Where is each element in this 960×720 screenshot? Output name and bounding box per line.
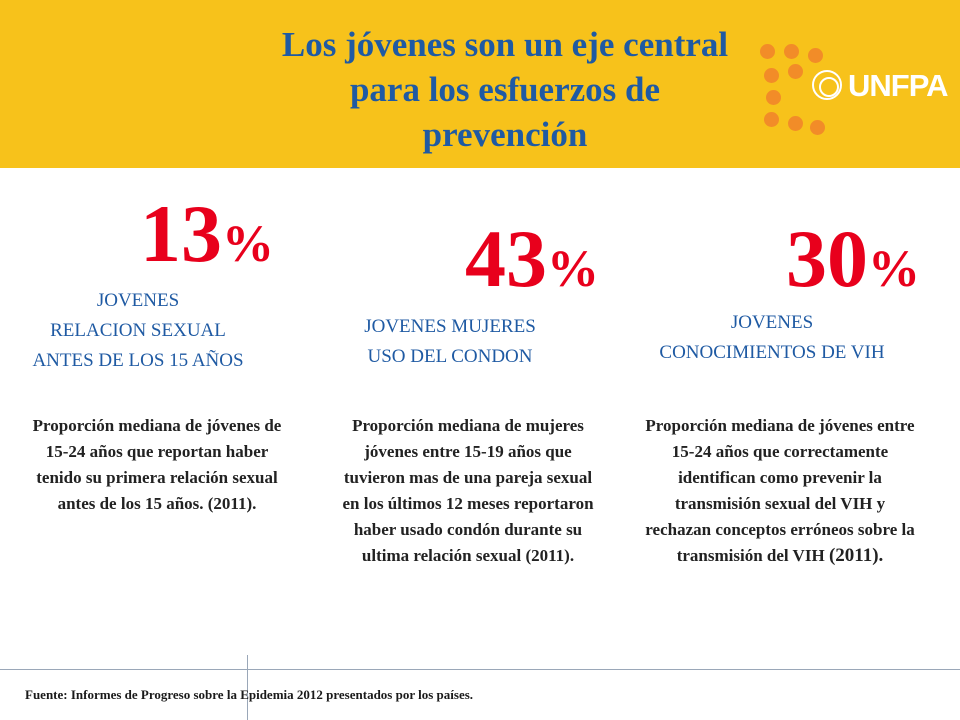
title-line-3: prevención: [422, 115, 588, 154]
footer-vertical-rule: [247, 655, 248, 720]
stat-1-label-line: ANTES DE LOS 15 AÑOS: [32, 350, 244, 371]
stat-3-description-text: Proporción mediana de jóvenes entre 15-2…: [645, 416, 915, 565]
stat-2-label-line: JOVENES MUJERES: [364, 316, 536, 337]
footer-divider: [0, 669, 960, 670]
stat-3-label: JOVENES CONOCIMIENTOS DE VIH: [610, 308, 934, 368]
stat-1-label: JOVENES RELACION SEXUAL ANTES DE LOS 15 …: [0, 286, 276, 376]
stat-3-description-year: (2011).: [828, 545, 884, 566]
stat-3-label-line: JOVENES: [730, 312, 814, 333]
stat-2-value: 43%: [465, 218, 599, 300]
unfpa-logo: UNFPA: [848, 68, 948, 103]
title-line-2: para los esfuerzos de: [349, 70, 661, 109]
title-line-1: Los jóvenes son un eje central: [281, 25, 729, 64]
stat-3-value: 30%: [786, 218, 920, 300]
header-band: [0, 0, 960, 168]
stat-1-description: Proporción mediana de jóvenes de 15-24 a…: [32, 416, 282, 513]
stat-2-description: Proporción mediana de mujeres jóvenes en…: [342, 416, 594, 565]
stat-1-label-line: JOVENES: [96, 290, 180, 311]
page-title: Los jóvenes son un eje central para los …: [200, 22, 810, 157]
stat-1-label-line: RELACION SEXUAL: [50, 320, 226, 341]
stat-3-number: 30: [786, 213, 868, 304]
stat-2-label: JOVENES MUJERES USO DEL CONDON: [320, 312, 580, 372]
un-emblem-icon: [812, 70, 842, 100]
stat-1-unit: %: [222, 216, 274, 273]
stat-2-number: 43: [465, 213, 547, 304]
unfpa-logo-dots: [760, 44, 826, 136]
stat-2-label-line: USO DEL CONDON: [367, 346, 533, 367]
stat-1-value: 13%: [140, 193, 274, 275]
stat-3-label-line: CONOCIMIENTOS DE VIH: [659, 342, 885, 363]
stat-3-unit: %: [868, 241, 920, 298]
stat-3-description: Proporción mediana de jóvenes entre 15-2…: [645, 413, 915, 569]
stat-1-number: 13: [140, 188, 222, 279]
stat-2-unit: %: [547, 241, 599, 298]
source-note: Fuente: Informes de Progreso sobre la Ep…: [25, 687, 474, 702]
